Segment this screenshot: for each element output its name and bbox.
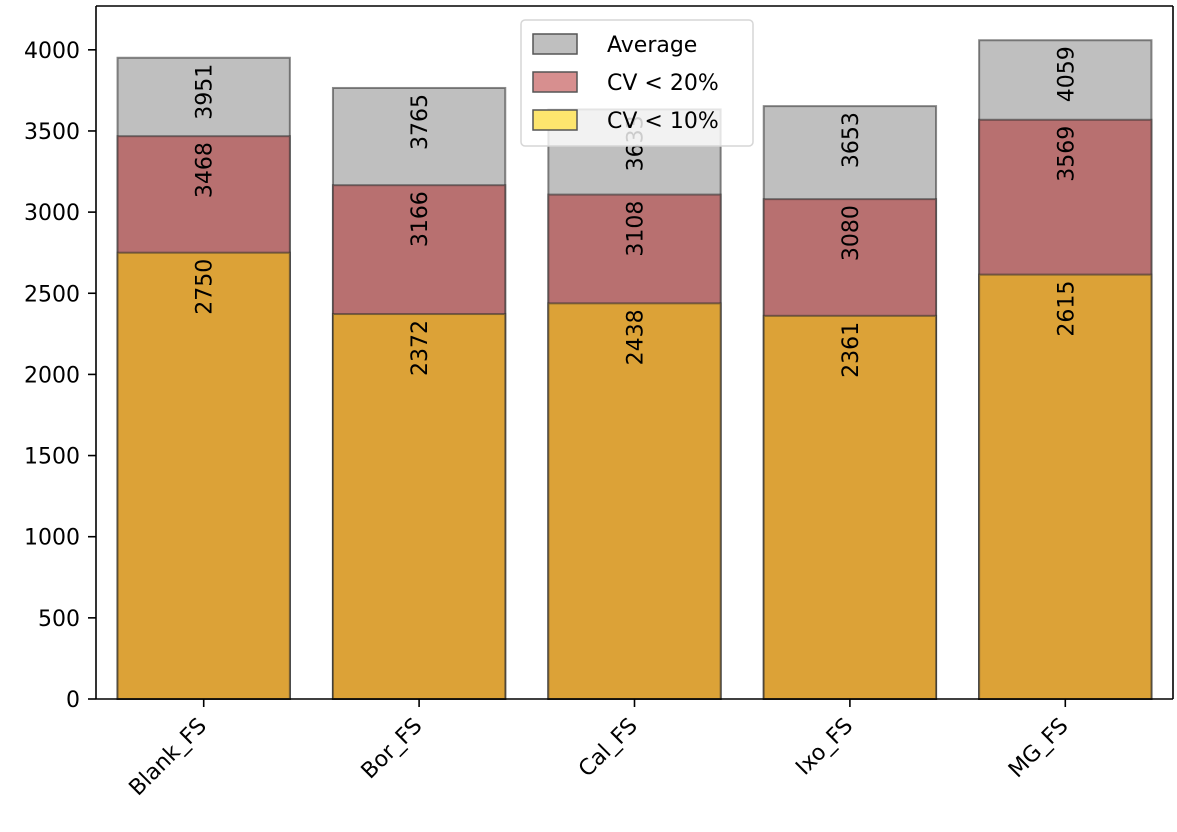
y-tick-label: 3500 [24,120,80,145]
legend-swatch [532,33,578,55]
y-tick-label: 500 [38,607,80,632]
data-label: 3468 [193,142,218,198]
x-tick-label: Ixo_FS [791,714,858,781]
data-label: 3951 [193,64,218,120]
legend-label: CV < 10% [607,109,719,134]
y-tick-label: 0 [66,688,80,713]
y-tick-label: 3000 [24,201,80,226]
data-label: 2615 [1054,281,1079,337]
x-tick-label: Cal_FS [574,714,643,783]
data-label: 3166 [408,191,433,247]
legend-box [520,19,754,147]
data-label: 3569 [1054,126,1079,182]
bar-cv-10--bor_fs [331,313,507,700]
data-label: 2372 [408,320,433,376]
bar-cv-10--ixo_fs [762,314,938,700]
bar-cv-10--cal_fs [547,302,722,700]
data-label: 4059 [1054,46,1079,102]
data-label: 3080 [839,205,864,261]
legend-label: Average [607,33,697,58]
legend-swatch [532,71,578,93]
data-label: 3653 [839,112,864,168]
x-tick-label: MG_FS [1004,714,1073,783]
bar-cv-10--mg_fs [978,273,1153,700]
data-label: 2750 [193,259,218,315]
y-tick-label: 2000 [24,363,80,388]
y-tick-label: 4000 [24,39,80,64]
x-tick-label: Blank_FS [125,714,212,801]
data-label: 2361 [839,322,864,378]
bar-cv-10--blank_fs [116,251,291,700]
y-tick-label: 1000 [24,526,80,551]
y-tick-label: 1500 [24,445,80,470]
data-label: 3108 [624,201,649,257]
y-tick-label: 2500 [24,282,80,307]
data-label: 3765 [408,94,433,150]
x-tick-label: Bor_FS [357,714,428,785]
legend-swatch [532,109,578,131]
data-label: 2438 [624,309,649,365]
legend-label: CV < 20% [607,71,719,96]
